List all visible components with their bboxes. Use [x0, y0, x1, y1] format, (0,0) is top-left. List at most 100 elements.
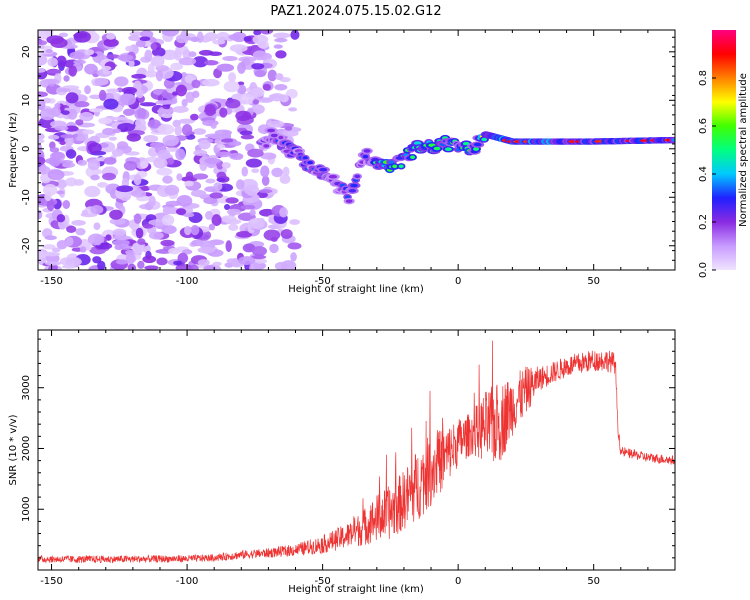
ridge-core [267, 128, 276, 133]
amplitude-blob [216, 171, 227, 180]
amplitude-blob [210, 133, 227, 140]
amplitude-blob [120, 93, 136, 106]
amplitude-blob [38, 98, 46, 111]
amplitude-blob [190, 36, 200, 42]
amplitude-blob [204, 32, 218, 42]
amplitude-blob [161, 224, 177, 235]
amplitude-blob [175, 264, 193, 270]
amplitude-blob [38, 156, 46, 166]
amplitude-blob [184, 180, 194, 187]
amplitude-blob [228, 72, 237, 83]
x-tick-label: -100 [176, 576, 199, 587]
amplitude-blob [137, 107, 147, 119]
amplitude-blob [132, 242, 145, 254]
amplitude-blob [156, 108, 173, 114]
amplitude-blob [54, 125, 69, 131]
amplitude-blob [176, 195, 193, 207]
amplitude-blob [249, 209, 256, 216]
amplitude-blob [208, 223, 216, 231]
amplitude-blob [56, 240, 68, 250]
amplitude-blob [105, 234, 112, 241]
amplitude-blob [280, 228, 293, 240]
amplitude-blob [128, 59, 135, 68]
amplitude-blob [139, 36, 151, 42]
amplitude-blob [164, 99, 178, 105]
amplitude-blob [212, 39, 226, 45]
amplitude-blob [65, 149, 77, 159]
amplitude-blob [240, 204, 256, 210]
amplitude-blob [157, 149, 171, 160]
amplitude-blob [150, 42, 158, 51]
amplitude-blob [58, 32, 69, 38]
amplitude-blob [229, 152, 244, 160]
amplitude-blob [150, 55, 165, 67]
amplitude-blob [75, 136, 85, 142]
snr-ticks: -150 -100 -50 0 50 1000 2000 3000 [21, 330, 676, 587]
amplitude-blob [79, 111, 94, 122]
ridge-core [307, 160, 314, 165]
amplitude-blob [68, 65, 78, 77]
colorbar-tick-label: 0.4 [698, 166, 709, 182]
amplitude-blob [144, 265, 159, 270]
amplitude-blob [178, 118, 195, 124]
amplitude-blob [185, 171, 194, 181]
amplitude-blob [253, 258, 268, 264]
amplitude-blob [67, 108, 78, 120]
ridge-core [444, 147, 452, 152]
amplitude-blob [102, 172, 117, 181]
amplitude-blob [262, 83, 271, 91]
amplitude-blob [47, 169, 65, 181]
ridge-core [350, 183, 358, 188]
amplitude-blob [155, 69, 164, 82]
snr-x-label: Height of straight line (km) [288, 584, 424, 595]
amplitude-blob [55, 179, 68, 189]
amplitude-blob [133, 213, 142, 224]
x-tick-label: 0 [455, 276, 461, 287]
amplitude-blob [235, 110, 252, 122]
amplitude-blob [144, 49, 153, 62]
amplitude-blob [148, 231, 164, 240]
snr-series-line [38, 340, 675, 564]
amplitude-blob [237, 81, 245, 86]
ridge-core [345, 199, 353, 203]
amplitude-blob [51, 247, 61, 253]
amplitude-blob [173, 260, 183, 266]
amplitude-blob [183, 212, 195, 218]
amplitude-blob [267, 69, 277, 82]
amplitude-blob [236, 231, 253, 238]
amplitude-blob [227, 208, 241, 216]
amplitude-blob [93, 222, 101, 230]
amplitude-blob [168, 247, 181, 255]
ridge-core [354, 174, 361, 179]
ridge-core [413, 141, 422, 145]
amplitude-blob [139, 160, 149, 169]
amplitude-blob [161, 30, 180, 37]
amplitude-blob [116, 185, 134, 193]
amplitude-blob [190, 113, 199, 121]
amplitude-blob [203, 265, 216, 270]
amplitude-blob [197, 259, 210, 267]
amplitude-blob [249, 87, 265, 98]
amplitude-blob [288, 107, 298, 112]
amplitude-blob [125, 253, 136, 264]
ridge-core [363, 149, 371, 153]
amplitude-blob [103, 38, 119, 48]
amplitude-blob [54, 102, 61, 109]
amplitude-blob [178, 57, 197, 66]
amplitude-blob [284, 126, 293, 131]
amplitude-blob [56, 190, 65, 195]
snr-y-label: SNR (10 * v/v) [8, 414, 19, 485]
amplitude-blob [143, 223, 154, 229]
amplitude-blob [224, 218, 242, 225]
amplitude-blob [102, 127, 116, 136]
amplitude-blob [109, 209, 123, 220]
ridge-core [302, 156, 308, 160]
amplitude-blob [216, 144, 226, 149]
y-tick-label: 3000 [21, 375, 32, 400]
amplitude-blob [42, 251, 61, 257]
amplitude-blob [175, 34, 188, 44]
amplitude-blob [162, 175, 173, 184]
amplitude-blob [241, 166, 249, 177]
y-tick-label: 0 [21, 146, 32, 152]
amplitude-blob [109, 218, 126, 225]
